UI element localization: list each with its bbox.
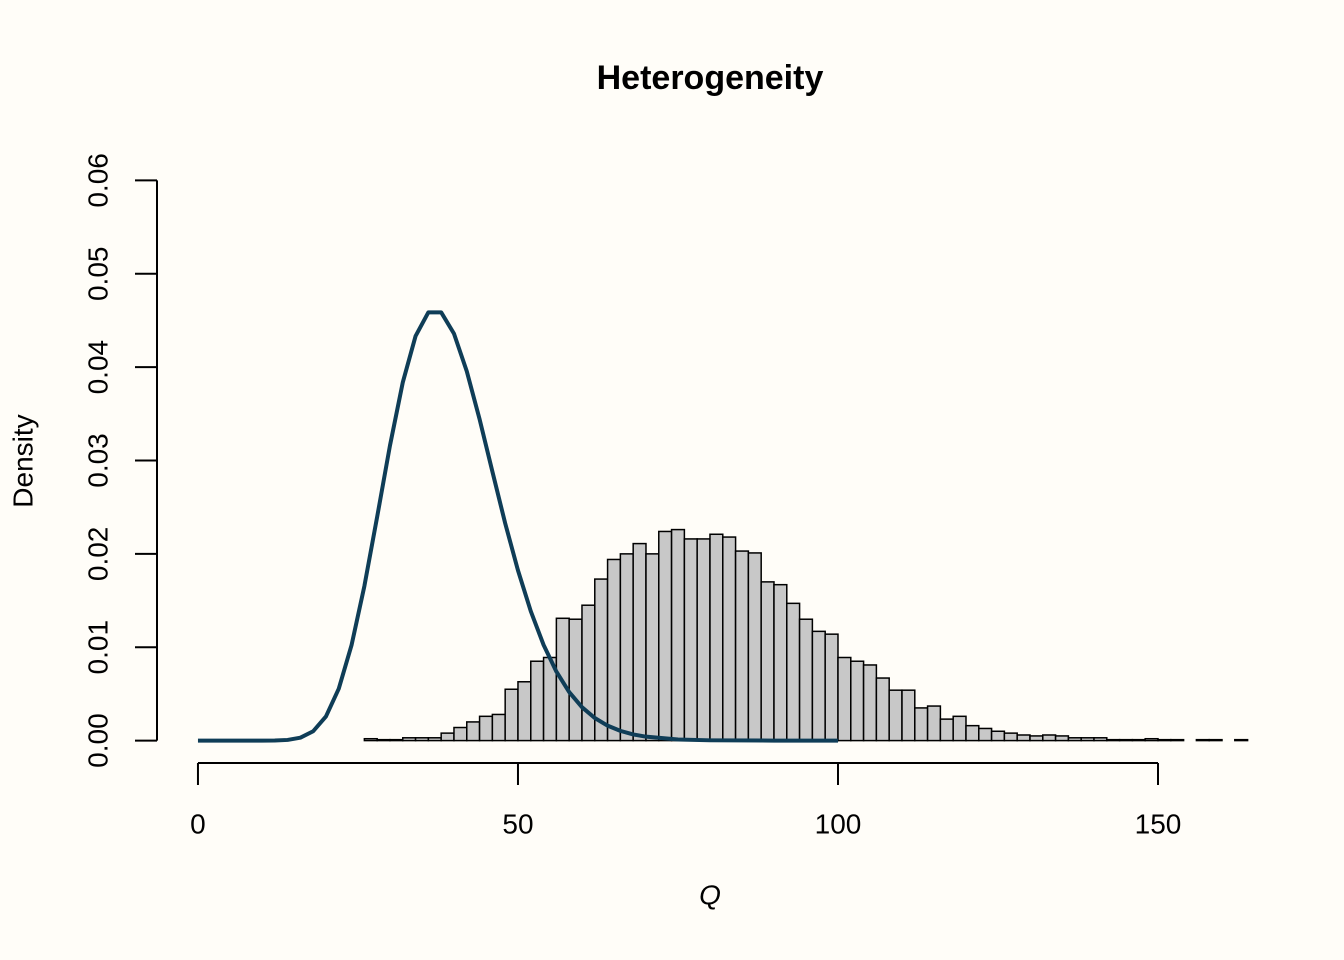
- bar: [965, 724, 980, 742]
- bar: [645, 553, 660, 742]
- bar: [1144, 737, 1159, 742]
- bar: [453, 726, 468, 742]
- bar: [389, 738, 404, 742]
- bar: [440, 732, 455, 742]
- bar: [811, 630, 826, 742]
- y-axis-label: Density: [7, 414, 38, 507]
- chart-title: Heterogeneity: [597, 59, 824, 97]
- bar: [1157, 738, 1172, 742]
- bar: [632, 542, 647, 742]
- x-tick-label: 100: [815, 808, 862, 839]
- bar: [926, 705, 942, 742]
- bar: [1195, 738, 1210, 742]
- bar: [786, 602, 801, 742]
- bar: [670, 528, 686, 742]
- bar: [939, 718, 954, 742]
- bar: [619, 553, 634, 742]
- bar: [1131, 738, 1146, 742]
- bar: [837, 656, 852, 742]
- bar: [427, 737, 442, 742]
- bar: [760, 581, 775, 742]
- bar: [952, 715, 967, 742]
- bar: [530, 660, 545, 742]
- y-tick-label: 0.06: [82, 153, 113, 208]
- bar: [824, 633, 839, 742]
- bar: [478, 715, 494, 742]
- density-curve: [197, 310, 838, 743]
- y-tick-label: 0.02: [82, 527, 113, 582]
- bar: [696, 538, 711, 742]
- bar: [875, 677, 890, 742]
- bar: [1003, 732, 1018, 742]
- y-tick-label: 0.01: [82, 620, 113, 675]
- bar: [1016, 734, 1031, 742]
- bar: [747, 552, 762, 742]
- bar: [1067, 737, 1082, 742]
- bar: [888, 689, 903, 742]
- bar: [734, 550, 750, 742]
- bar: [1093, 737, 1108, 742]
- bar: [1080, 737, 1095, 742]
- bar: [594, 578, 609, 742]
- bar: [504, 688, 519, 742]
- x-tick-label: 150: [1135, 808, 1182, 839]
- bar: [798, 618, 814, 742]
- bar: [658, 530, 673, 742]
- bar: [1042, 734, 1057, 742]
- bar: [722, 536, 737, 742]
- x-tick-label: 0: [190, 808, 206, 839]
- x-tick-label: 50: [502, 808, 533, 839]
- bar: [1106, 738, 1121, 742]
- y-tick-label: 0.05: [82, 247, 113, 302]
- bar: [376, 738, 391, 742]
- bar: [773, 583, 788, 742]
- bar: [862, 664, 878, 742]
- bar: [466, 721, 481, 742]
- bar: [363, 737, 378, 742]
- bar: [709, 533, 724, 742]
- bar: [568, 618, 583, 742]
- bar: [606, 558, 622, 742]
- bar: [850, 660, 865, 742]
- bar: [901, 689, 916, 742]
- bar: [414, 737, 430, 742]
- y-tick-label: 0.00: [82, 713, 113, 768]
- bar: [978, 727, 993, 742]
- y-tick-label: 0.03: [82, 433, 113, 488]
- bar: [1054, 735, 1070, 742]
- bar: [517, 681, 532, 742]
- bar: [914, 707, 929, 742]
- bar: [581, 604, 596, 742]
- bar: [491, 713, 506, 742]
- bar: [683, 538, 698, 742]
- bar: [990, 730, 1006, 742]
- bar: [1234, 738, 1249, 742]
- bar: [1118, 738, 1134, 742]
- bar: [402, 737, 417, 742]
- x-axis-label: Q: [699, 879, 721, 910]
- y-tick-label: 0.04: [82, 340, 113, 395]
- bar: [1170, 738, 1185, 742]
- bar: [1029, 735, 1044, 742]
- bar: [1208, 738, 1223, 742]
